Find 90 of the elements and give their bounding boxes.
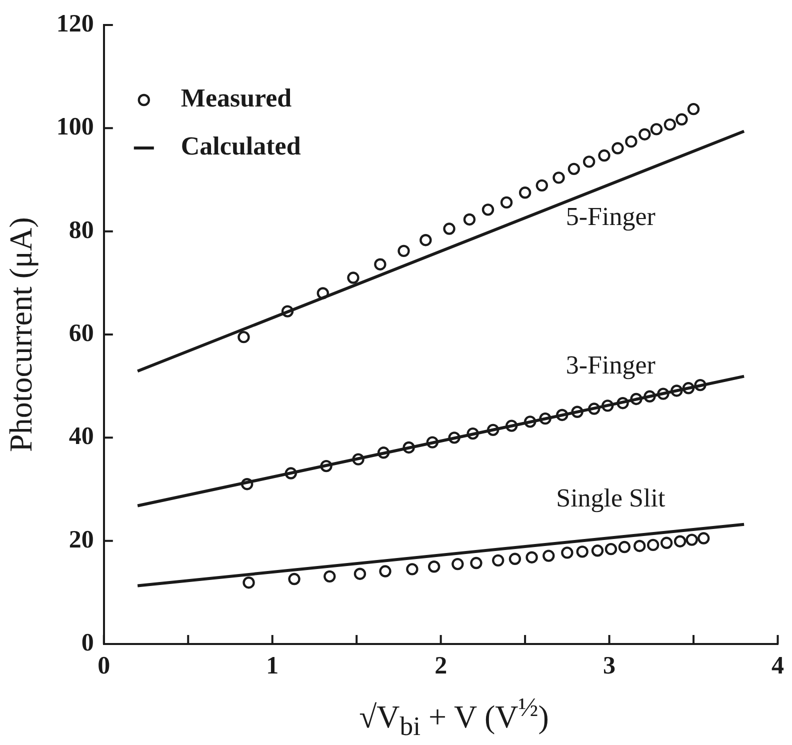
point	[240, 478, 254, 490]
point	[402, 441, 415, 454]
legend-label: Measured	[180, 84, 292, 113]
point	[443, 222, 456, 235]
point	[542, 550, 555, 562]
point	[452, 558, 464, 570]
point	[492, 554, 504, 567]
point	[406, 563, 418, 576]
point	[602, 400, 614, 412]
annotation: Single Slit	[556, 484, 666, 513]
point	[571, 406, 584, 418]
point	[687, 102, 700, 116]
point	[466, 427, 479, 440]
y-tick-label: 80	[68, 216, 94, 244]
point	[638, 128, 651, 140]
point	[482, 204, 494, 216]
point	[316, 287, 329, 300]
point	[568, 162, 580, 176]
point	[320, 460, 332, 472]
point	[588, 402, 600, 415]
point	[486, 424, 500, 436]
y-tick-label: 0	[81, 629, 94, 656]
x-tick-label: 2	[434, 652, 448, 680]
point	[377, 446, 390, 459]
point	[398, 244, 410, 258]
annotation: 5-Finger	[566, 202, 656, 231]
x-tick-label: 3	[603, 652, 616, 680]
point	[379, 565, 392, 578]
point	[674, 535, 686, 548]
point	[524, 416, 536, 428]
point	[582, 156, 596, 168]
point	[463, 213, 476, 226]
point	[576, 546, 588, 558]
point	[556, 408, 568, 422]
point	[288, 572, 300, 586]
point	[644, 390, 656, 402]
point	[500, 196, 513, 209]
point	[591, 544, 604, 557]
point	[526, 551, 538, 564]
point	[470, 556, 482, 570]
point	[374, 258, 386, 270]
point	[426, 436, 438, 448]
point	[552, 172, 565, 184]
x-tick-label: 1	[266, 652, 279, 680]
point	[284, 467, 297, 480]
x-axis-title: √V$_{bi}$ + V (V$^{½}$)	[358, 692, 550, 742]
point	[650, 123, 663, 136]
point	[612, 142, 624, 154]
point	[448, 432, 460, 444]
point	[420, 234, 432, 246]
point	[630, 392, 642, 406]
point	[646, 538, 660, 552]
point	[536, 179, 548, 192]
y-tick-label: 120	[56, 10, 94, 38]
point	[238, 330, 250, 344]
point	[354, 568, 366, 580]
point	[428, 560, 440, 573]
point	[657, 388, 670, 400]
point	[352, 453, 364, 466]
point	[598, 149, 610, 162]
y-tick-label: 40	[68, 423, 94, 450]
point	[324, 570, 336, 583]
point	[664, 118, 676, 131]
point	[625, 135, 638, 148]
point	[347, 272, 360, 284]
point	[505, 420, 518, 432]
point	[698, 532, 710, 544]
point	[670, 384, 683, 397]
point	[694, 378, 706, 392]
point	[686, 534, 698, 546]
point	[616, 397, 629, 410]
y-tick-label: 100	[56, 114, 94, 141]
point	[618, 540, 631, 554]
point	[508, 552, 522, 565]
point	[518, 186, 532, 199]
point	[539, 412, 552, 425]
y-tick-label: 60	[68, 320, 94, 347]
annotation: 3-Finger	[566, 350, 656, 380]
legend-label: Calculated	[180, 132, 302, 161]
point	[281, 305, 294, 318]
point	[561, 546, 574, 559]
point	[676, 113, 688, 126]
y-axis-title: Photocurrent (μA)	[2, 217, 39, 452]
point	[682, 382, 695, 394]
point	[660, 536, 673, 549]
point	[634, 540, 646, 552]
y-tick-label: 20	[68, 526, 94, 554]
x-tick-label: 4	[772, 652, 784, 680]
point	[242, 576, 255, 589]
point	[604, 542, 618, 556]
